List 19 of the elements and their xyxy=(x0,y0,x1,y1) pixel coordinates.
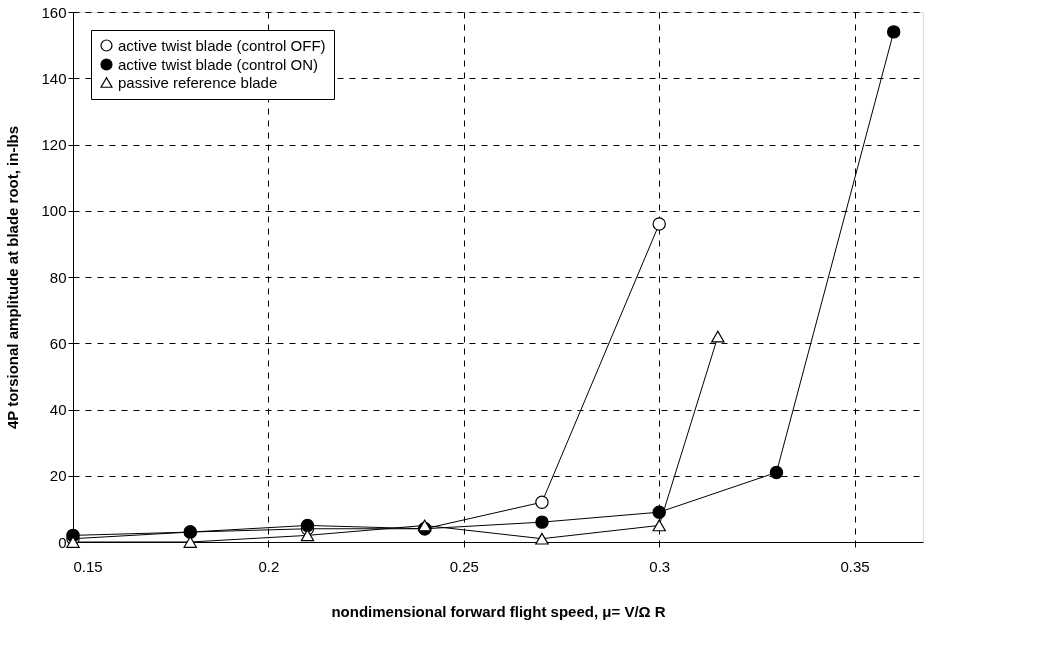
y-tick-label: 160 xyxy=(41,3,67,21)
y-tick-label: 40 xyxy=(49,401,67,418)
x-tick-label: 0.25 xyxy=(449,557,479,575)
y-axis-title: 4P torsional amplitude at blade root, in-lbs xyxy=(4,125,22,430)
y-tick-label: 0 xyxy=(58,533,67,551)
y-tick-label: 20 xyxy=(49,467,67,485)
x-tick-label: 0.2 xyxy=(258,557,280,575)
x-tick-label: 0.3 xyxy=(649,557,671,575)
y-tick-label: 120 xyxy=(41,136,67,153)
x-tick-label: 0.15 xyxy=(73,557,103,575)
y-tick-label: 60 xyxy=(49,334,67,352)
legend-label: passive reference blade xyxy=(118,73,278,91)
legend-label: active twist blade (control OFF) xyxy=(118,36,326,54)
y-tick-label: 80 xyxy=(49,268,67,286)
x-axis-title: nondimensional forward flight speed, μ= V/Ω R xyxy=(331,602,666,620)
y-tick-label: 100 xyxy=(41,202,67,220)
y-tick-label: 140 xyxy=(41,69,67,87)
legend-label: active twist blade (control ON) xyxy=(118,55,319,73)
x-tick-label: 0.35 xyxy=(840,557,870,575)
